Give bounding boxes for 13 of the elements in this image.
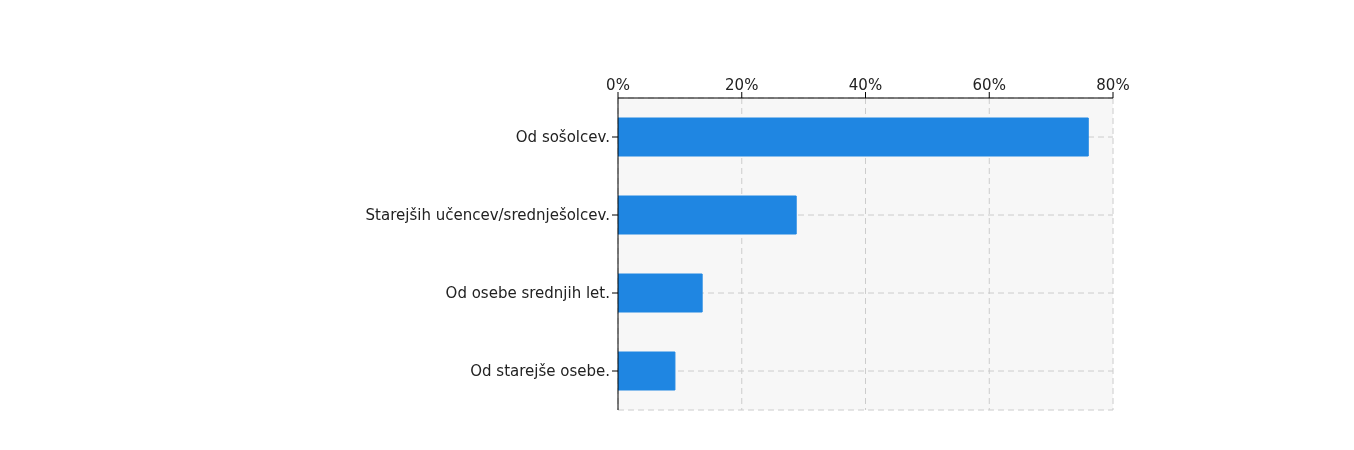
x-tick-label: 0% — [606, 76, 630, 94]
x-tick-label: 60% — [972, 76, 1006, 94]
x-tick-label: 80% — [1096, 76, 1130, 94]
bar — [618, 117, 1089, 157]
y-tick-label: Od sošolcev. — [515, 128, 610, 147]
bar — [618, 273, 703, 313]
x-tick-label: 20% — [725, 76, 759, 94]
bar — [618, 351, 676, 391]
x-tick-label: 40% — [848, 76, 883, 94]
y-tick-label: Starejših učencev/srednješolcev. — [365, 206, 610, 225]
y-tick-label: Od osebe srednjih let. — [445, 284, 610, 303]
bar — [618, 195, 797, 235]
y-tick-label: Od starejše osebe. — [470, 362, 610, 381]
